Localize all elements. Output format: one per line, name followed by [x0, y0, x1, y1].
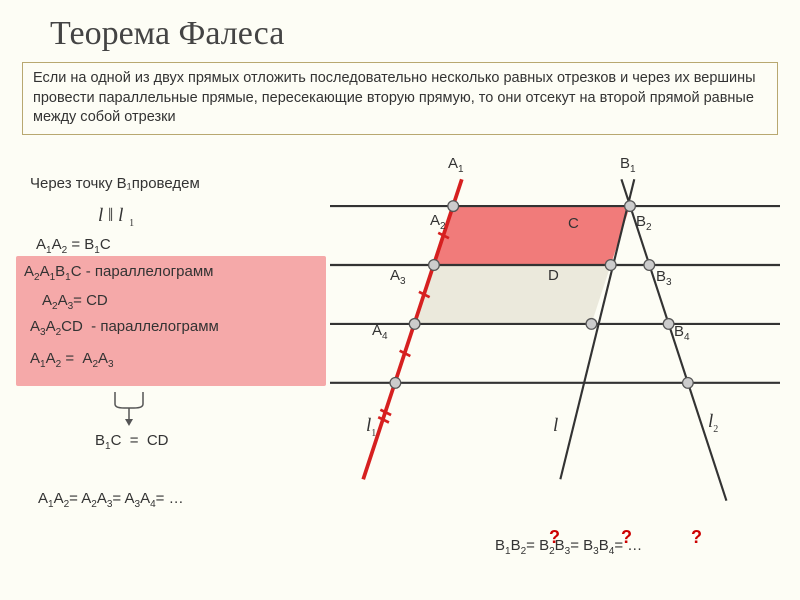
proof-parallel: l ‖ l 1	[98, 205, 134, 229]
theorem-statement: Если на одной из двух прямых отложить по…	[22, 62, 778, 135]
proof-eq5: A1A2= A2A3= A3A4= …	[38, 490, 184, 510]
bracket-icon	[110, 392, 150, 428]
label-B4: B4	[674, 323, 690, 343]
point-B1	[625, 201, 636, 212]
point-B3	[663, 319, 674, 330]
point-A2	[429, 260, 440, 271]
label-A1: A1	[448, 155, 464, 175]
parallel-text: l ‖ l	[98, 205, 123, 226]
point-D	[586, 319, 597, 330]
point-A4	[390, 378, 401, 389]
proof-eq3: A1A2 = A2A3	[30, 350, 114, 370]
proof-eq1: A1A2 = B1C	[36, 236, 111, 256]
eq1-lhs: A1A2	[36, 236, 67, 253]
question-mark-2: ?	[621, 527, 632, 548]
point-A3	[409, 319, 420, 330]
label-D: D	[548, 267, 559, 284]
proof-para2: A3A2CD - параллелограмм	[30, 318, 219, 338]
question-mark-1: ?	[549, 527, 560, 548]
point-B2	[644, 260, 655, 271]
point-B4	[683, 378, 694, 389]
parallelogram-2	[415, 265, 611, 324]
label-B2: B2	[636, 213, 652, 233]
proof-eq2: A2A3= CD	[42, 292, 108, 312]
label-A2: A2	[430, 212, 446, 232]
question-mark-3: ?	[691, 527, 702, 548]
label-l2: l2	[708, 411, 718, 435]
label-B1: B1	[620, 155, 636, 175]
point-A1	[448, 201, 459, 212]
label-A4: A4	[372, 322, 388, 342]
label-l1: l1	[366, 415, 376, 439]
proof-eq4: B1C = CD	[95, 432, 169, 452]
label-C: C	[568, 215, 579, 232]
page-title: Теорема Фалеса	[50, 15, 284, 53]
proof-para1: A2A1B1C - параллелограмм	[24, 263, 213, 283]
eq1-rhs: = B1C	[71, 236, 110, 253]
proof-step-1: Через точку В₁проведем	[30, 175, 200, 192]
label-A3: A3	[390, 267, 406, 287]
parallel-sub: 1	[129, 218, 134, 229]
label-B3: B3	[656, 268, 672, 288]
point-C	[605, 260, 616, 271]
parallelogram-1	[434, 206, 630, 265]
label-l: l	[553, 415, 558, 437]
geometry-diagram: A1 A2 A3 A4 B1 B2 B3 B4 C D l1 l l2	[330, 155, 780, 525]
